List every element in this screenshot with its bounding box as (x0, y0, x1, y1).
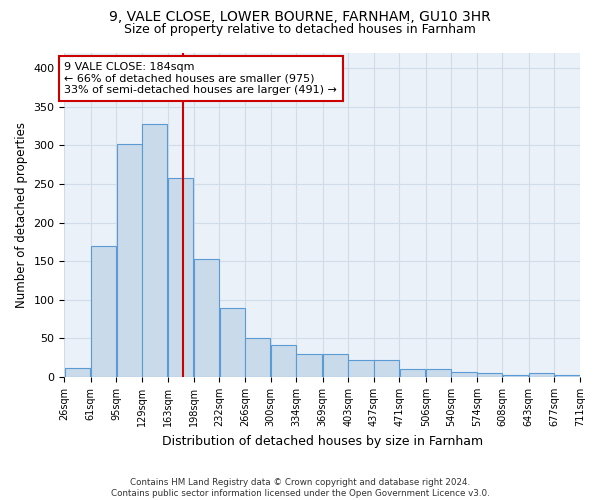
Bar (194, 259, 219, 377)
Bar (220, 308, 245, 377)
Bar (296, 354, 322, 377)
Bar (529, 373, 554, 377)
Bar (400, 370, 425, 377)
Bar (91, 246, 116, 377)
Bar (271, 344, 296, 377)
Text: Contains HM Land Registry data © Crown copyright and database right 2024.
Contai: Contains HM Land Registry data © Crown c… (110, 478, 490, 498)
Y-axis label: Number of detached properties: Number of detached properties (15, 122, 28, 308)
Bar (374, 360, 399, 377)
Bar (65, 368, 90, 377)
Text: 9, VALE CLOSE, LOWER BOURNE, FARNHAM, GU10 3HR: 9, VALE CLOSE, LOWER BOURNE, FARNHAM, GU… (109, 10, 491, 24)
Bar (503, 375, 528, 377)
Bar (142, 124, 167, 377)
Text: 9 VALE CLOSE: 184sqm
← 66% of detached houses are smaller (975)
33% of semi-deta: 9 VALE CLOSE: 184sqm ← 66% of detached h… (64, 62, 337, 95)
Bar (451, 372, 476, 377)
Bar (554, 375, 580, 377)
Bar (323, 354, 348, 377)
Bar (168, 178, 193, 377)
Bar (426, 370, 451, 377)
Bar (477, 373, 502, 377)
X-axis label: Distribution of detached houses by size in Farnham: Distribution of detached houses by size … (161, 434, 483, 448)
Bar (245, 338, 271, 377)
Bar (349, 360, 374, 377)
Bar (116, 144, 142, 377)
Text: Size of property relative to detached houses in Farnham: Size of property relative to detached ho… (124, 22, 476, 36)
